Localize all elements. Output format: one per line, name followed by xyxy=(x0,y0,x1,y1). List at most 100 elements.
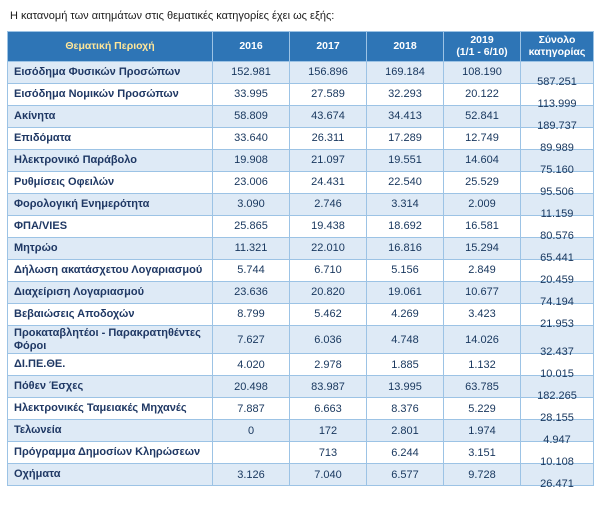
document-page: Η κατανομή των αιτημάτων στις θεματικές … xyxy=(0,10,600,526)
value-2018: 17.289 xyxy=(366,126,444,150)
category-total-value: 182.265 xyxy=(537,390,577,403)
value-2019: 2.849 xyxy=(443,258,521,282)
category-total-value: 11.159 xyxy=(540,207,574,220)
value-2017: 6.036 xyxy=(289,324,367,355)
table-row: Μητρώο 11.321 22.010 16.816 15.294 65.441 xyxy=(7,236,594,264)
value-2016: 25.865 xyxy=(212,214,290,238)
category-label: Προκαταβλητέοι - Παρακρατηθέντες Φόροι xyxy=(7,324,213,355)
table-row: ΔΙ.ΠΕ.ΘΕ. 4.020 2.978 1.885 1.132 10.015 xyxy=(7,353,594,380)
category-total: 182.265 xyxy=(520,375,594,402)
category-total-value: 75.160 xyxy=(540,163,574,176)
value-2017: 6.663 xyxy=(289,397,367,421)
table-row: Οχήματα 3.126 7.040 6.577 9.728 26.471 xyxy=(7,463,594,490)
value-2019: 1.974 xyxy=(443,419,521,443)
category-total: 4.947 xyxy=(520,419,594,446)
category-total: 10.015 xyxy=(520,353,594,380)
category-label: Φορολογική Ενημερότητα xyxy=(7,192,213,216)
category-label: Οχήματα xyxy=(7,463,213,487)
value-2019: 2.009 xyxy=(443,192,521,216)
value-2016: 7.887 xyxy=(212,397,290,421)
category-total: 28.155 xyxy=(520,397,594,424)
category-label: Τελωνεία xyxy=(7,419,213,443)
table-row: Ακίνητα 58.809 43.674 34.413 52.841 189.737 xyxy=(7,104,594,132)
category-total: 21.953 xyxy=(520,302,594,330)
column-header-total: Σύνολο κατηγορίας xyxy=(520,30,594,62)
value-2018: 4.748 xyxy=(366,324,444,355)
value-2018: 3.314 xyxy=(366,192,444,216)
value-2019: 14.604 xyxy=(443,148,521,172)
value-2017: 172 xyxy=(289,419,367,443)
column-header-2017: 2017 xyxy=(289,30,367,62)
value-2019: 1.132 xyxy=(443,353,521,377)
category-label: Ηλεκτρονικό Παράβολο xyxy=(7,148,213,172)
value-2017: 83.987 xyxy=(289,375,367,399)
table-row: Ηλεκτρονικές Ταμειακές Μηχανές 7.887 6.663… xyxy=(7,397,594,424)
value-2017: 20.820 xyxy=(289,280,367,304)
table-row: Βεβαιώσεις Αποδοχών 8.799 5.462 4.269 3.423 2… xyxy=(7,302,594,330)
category-label: Ακίνητα xyxy=(7,104,213,128)
category-label: Εισόδημα Νομικών Προσώπων xyxy=(7,82,213,106)
value-2017: 19.438 xyxy=(289,214,367,238)
table-row: Προκαταβλητέοι - Παρακρατηθέντες Φόροι 7.… xyxy=(7,324,594,358)
value-2017: 43.674 xyxy=(289,104,367,128)
value-2018: 6.244 xyxy=(366,441,444,465)
table-row: Πόθεν Έσχες 20.498 83.987 13.995 63.785 182.2… xyxy=(7,375,594,402)
value-2019: 12.749 xyxy=(443,126,521,150)
category-total-value: 80.576 xyxy=(540,229,574,242)
category-total-value: 20.459 xyxy=(540,273,574,286)
category-label: Ηλεκτρονικές Ταμειακές Μηχανές xyxy=(7,397,213,421)
category-label: Πόθεν Έσχες xyxy=(7,375,213,399)
value-2018: 6.577 xyxy=(366,463,444,487)
column-header-2016: 2016 xyxy=(212,30,290,62)
category-total: 74.194 xyxy=(520,280,594,308)
value-2017: 21.097 xyxy=(289,148,367,172)
value-2016: 8.799 xyxy=(212,302,290,326)
value-2016: 20.498 xyxy=(212,375,290,399)
value-2019: 9.728 xyxy=(443,463,521,487)
categories-table: Θεματική Περιοχή 2016 2017 2018 2019 (1/1 - … xyxy=(7,30,594,490)
table-row: Ρυθμίσεις Οφειλών 23.006 24.431 22.540 25.52… xyxy=(7,170,594,198)
value-2018: 4.269 xyxy=(366,302,444,326)
value-2017: 2.746 xyxy=(289,192,367,216)
category-total-value: 32.437 xyxy=(540,346,574,359)
category-total-value: 65.441 xyxy=(540,251,574,264)
value-2017: 6.710 xyxy=(289,258,367,282)
column-header-2018: 2018 xyxy=(366,30,444,62)
category-total: 65.441 xyxy=(520,236,594,264)
value-2019: 25.529 xyxy=(443,170,521,194)
category-total-value: 95.506 xyxy=(540,185,574,198)
category-total-value: 10.015 xyxy=(540,368,574,381)
category-total: 189.737 xyxy=(520,104,594,132)
value-2019: 14.026 xyxy=(443,324,521,355)
value-2018: 5.156 xyxy=(366,258,444,282)
category-total: 95.506 xyxy=(520,170,594,198)
intro-text: Η κατανομή των αιτημάτων στις θεματικές … xyxy=(10,10,335,22)
value-2017: 27.589 xyxy=(289,82,367,106)
category-label: ΔΙ.ΠΕ.ΘΕ. xyxy=(7,353,213,377)
category-total: 113.999 xyxy=(520,82,594,110)
category-total-value: 21.953 xyxy=(540,317,574,330)
value-2019: 108.190 xyxy=(443,60,521,84)
table-header: Θεματική Περιοχή 2016 2017 2018 2019 (1/1 - … xyxy=(7,30,594,62)
category-label: Μητρώο xyxy=(7,236,213,260)
category-label: ΦΠΑ/VIES xyxy=(7,214,213,238)
value-2018: 32.293 xyxy=(366,82,444,106)
value-2016: 3.090 xyxy=(212,192,290,216)
table-row: Εισόδημα Φυσικών Προσώπων 152.981 156.896 1… xyxy=(7,60,594,88)
category-total: 10.108 xyxy=(520,441,594,468)
category-total: 80.576 xyxy=(520,214,594,242)
value-2019: 15.294 xyxy=(443,236,521,260)
value-2018: 22.540 xyxy=(366,170,444,194)
column-header-category: Θεματική Περιοχή xyxy=(7,30,213,62)
value-2016: 19.908 xyxy=(212,148,290,172)
column-header-2019: 2019 (1/1 - 6/10) xyxy=(443,30,521,62)
category-total-value: 113.999 xyxy=(537,97,577,110)
category-label: Διαχείριση Λογαριασμού xyxy=(7,280,213,304)
value-2018: 18.692 xyxy=(366,214,444,238)
value-2016: 23.006 xyxy=(212,170,290,194)
value-2016: 5.744 xyxy=(212,258,290,282)
category-total: 75.160 xyxy=(520,148,594,176)
value-2018: 34.413 xyxy=(366,104,444,128)
value-2019: 5.229 xyxy=(443,397,521,421)
category-total-value: 74.194 xyxy=(540,295,574,308)
